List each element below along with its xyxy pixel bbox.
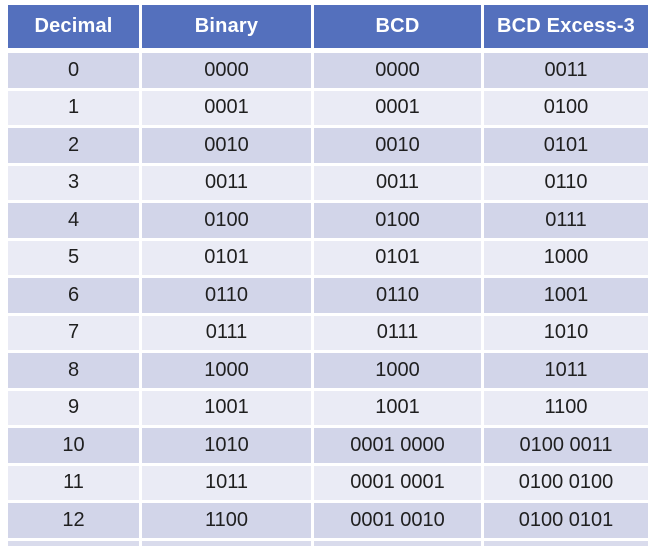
table-cell: 0011 (314, 165, 481, 200)
table-cell: 0001 0001 (314, 465, 481, 500)
table-cell: 1100 (484, 390, 648, 425)
table-cell: 1000 (314, 353, 481, 388)
table-cell: 1100 (142, 503, 311, 538)
table-cell: 0100 0101 (484, 503, 648, 538)
table-cell: 8 (8, 353, 139, 388)
next-row-sliver-cell (484, 540, 648, 546)
table-cell: 0110 (142, 278, 311, 313)
next-row-sliver-cell (8, 540, 139, 546)
table-cell: 0 (8, 53, 139, 88)
next-row-sliver-cell (142, 540, 311, 546)
table-row: 0 0000 0000 0011 (8, 53, 650, 88)
table-cell: 1010 (484, 315, 648, 350)
table-cell: 6 (8, 278, 139, 313)
table-cell: 0010 (142, 128, 311, 163)
table-cell: 1 (8, 90, 139, 125)
table-row: 3 0011 0011 0110 (8, 165, 650, 200)
header-cell-binary: Binary (142, 5, 311, 48)
table-cell: 0100 (484, 90, 648, 125)
table-cell: 0101 (314, 240, 481, 275)
table-cell: 0101 (142, 240, 311, 275)
table-header-row: Decimal Binary BCD BCD Excess-3 (8, 5, 650, 48)
header-cell-bcd-excess-3: BCD Excess-3 (484, 5, 648, 48)
table-cell: 0001 0000 (314, 428, 481, 463)
table-cell: 0110 (314, 278, 481, 313)
table-cell: 1010 (142, 428, 311, 463)
table-cell: 3 (8, 165, 139, 200)
table-cell: 0100 (142, 203, 311, 238)
table-cell: 12 (8, 503, 139, 538)
table-cell: 0100 0100 (484, 465, 648, 500)
table-cell: 10 (8, 428, 139, 463)
table-cell: 9 (8, 390, 139, 425)
table-cell: 5 (8, 240, 139, 275)
table-cell: 1000 (142, 353, 311, 388)
table-cell: 0110 (484, 165, 648, 200)
header-cell-decimal: Decimal (8, 5, 139, 48)
table-cell: 0011 (142, 165, 311, 200)
table-cell: 0001 (142, 90, 311, 125)
table-cell: 1001 (142, 390, 311, 425)
table-row: 2 0010 0010 0101 (8, 128, 650, 163)
table-cell: 0111 (142, 315, 311, 350)
table-cell: 2 (8, 128, 139, 163)
table-cell: 1001 (484, 278, 648, 313)
table-cell: 0111 (484, 203, 648, 238)
table-row: 12 1100 0001 0010 0100 0101 (8, 503, 650, 538)
table-row: 5 0101 0101 1000 (8, 240, 650, 275)
table-row: 8 1000 1000 1011 (8, 353, 650, 388)
header-cell-bcd: BCD (314, 5, 481, 48)
table-cell: 0100 0011 (484, 428, 648, 463)
table-cell: 0100 (314, 203, 481, 238)
table-row: 9 1001 1001 1100 (8, 390, 650, 425)
table-body: 0 0000 0000 0011 1 0001 0001 0100 2 0010 0010 0101 3… (8, 53, 650, 538)
table-row: 1 0001 0001 0100 (8, 90, 650, 125)
bcd-conversion-table: Decimal Binary BCD BCD Excess-3 0 0000 0000 00… (8, 5, 650, 546)
table-cell: 7 (8, 315, 139, 350)
table-cell: 0010 (314, 128, 481, 163)
table-row: 10 1010 0001 0000 0100 0011 (8, 428, 650, 463)
table-cell: 1000 (484, 240, 648, 275)
table-row: 6 0110 0110 1001 (8, 278, 650, 313)
table-cell: 0111 (314, 315, 481, 350)
table-row: 11 1011 0001 0001 0100 0100 (8, 465, 650, 500)
table-cell: 0001 0010 (314, 503, 481, 538)
table-row: 7 0111 0111 1010 (8, 315, 650, 350)
table-cell: 11 (8, 465, 139, 500)
next-row-sliver-cell (314, 540, 481, 546)
table-cell: 1011 (484, 353, 648, 388)
table-cell: 0000 (314, 53, 481, 88)
table-cell: 0001 (314, 90, 481, 125)
table-cell: 4 (8, 203, 139, 238)
table-cell: 1001 (314, 390, 481, 425)
table-row: 4 0100 0100 0111 (8, 203, 650, 238)
table-cell: 0011 (484, 53, 648, 88)
next-row-sliver (8, 540, 650, 546)
table-cell: 0101 (484, 128, 648, 163)
table-cell: 1011 (142, 465, 311, 500)
table-cell: 0000 (142, 53, 311, 88)
